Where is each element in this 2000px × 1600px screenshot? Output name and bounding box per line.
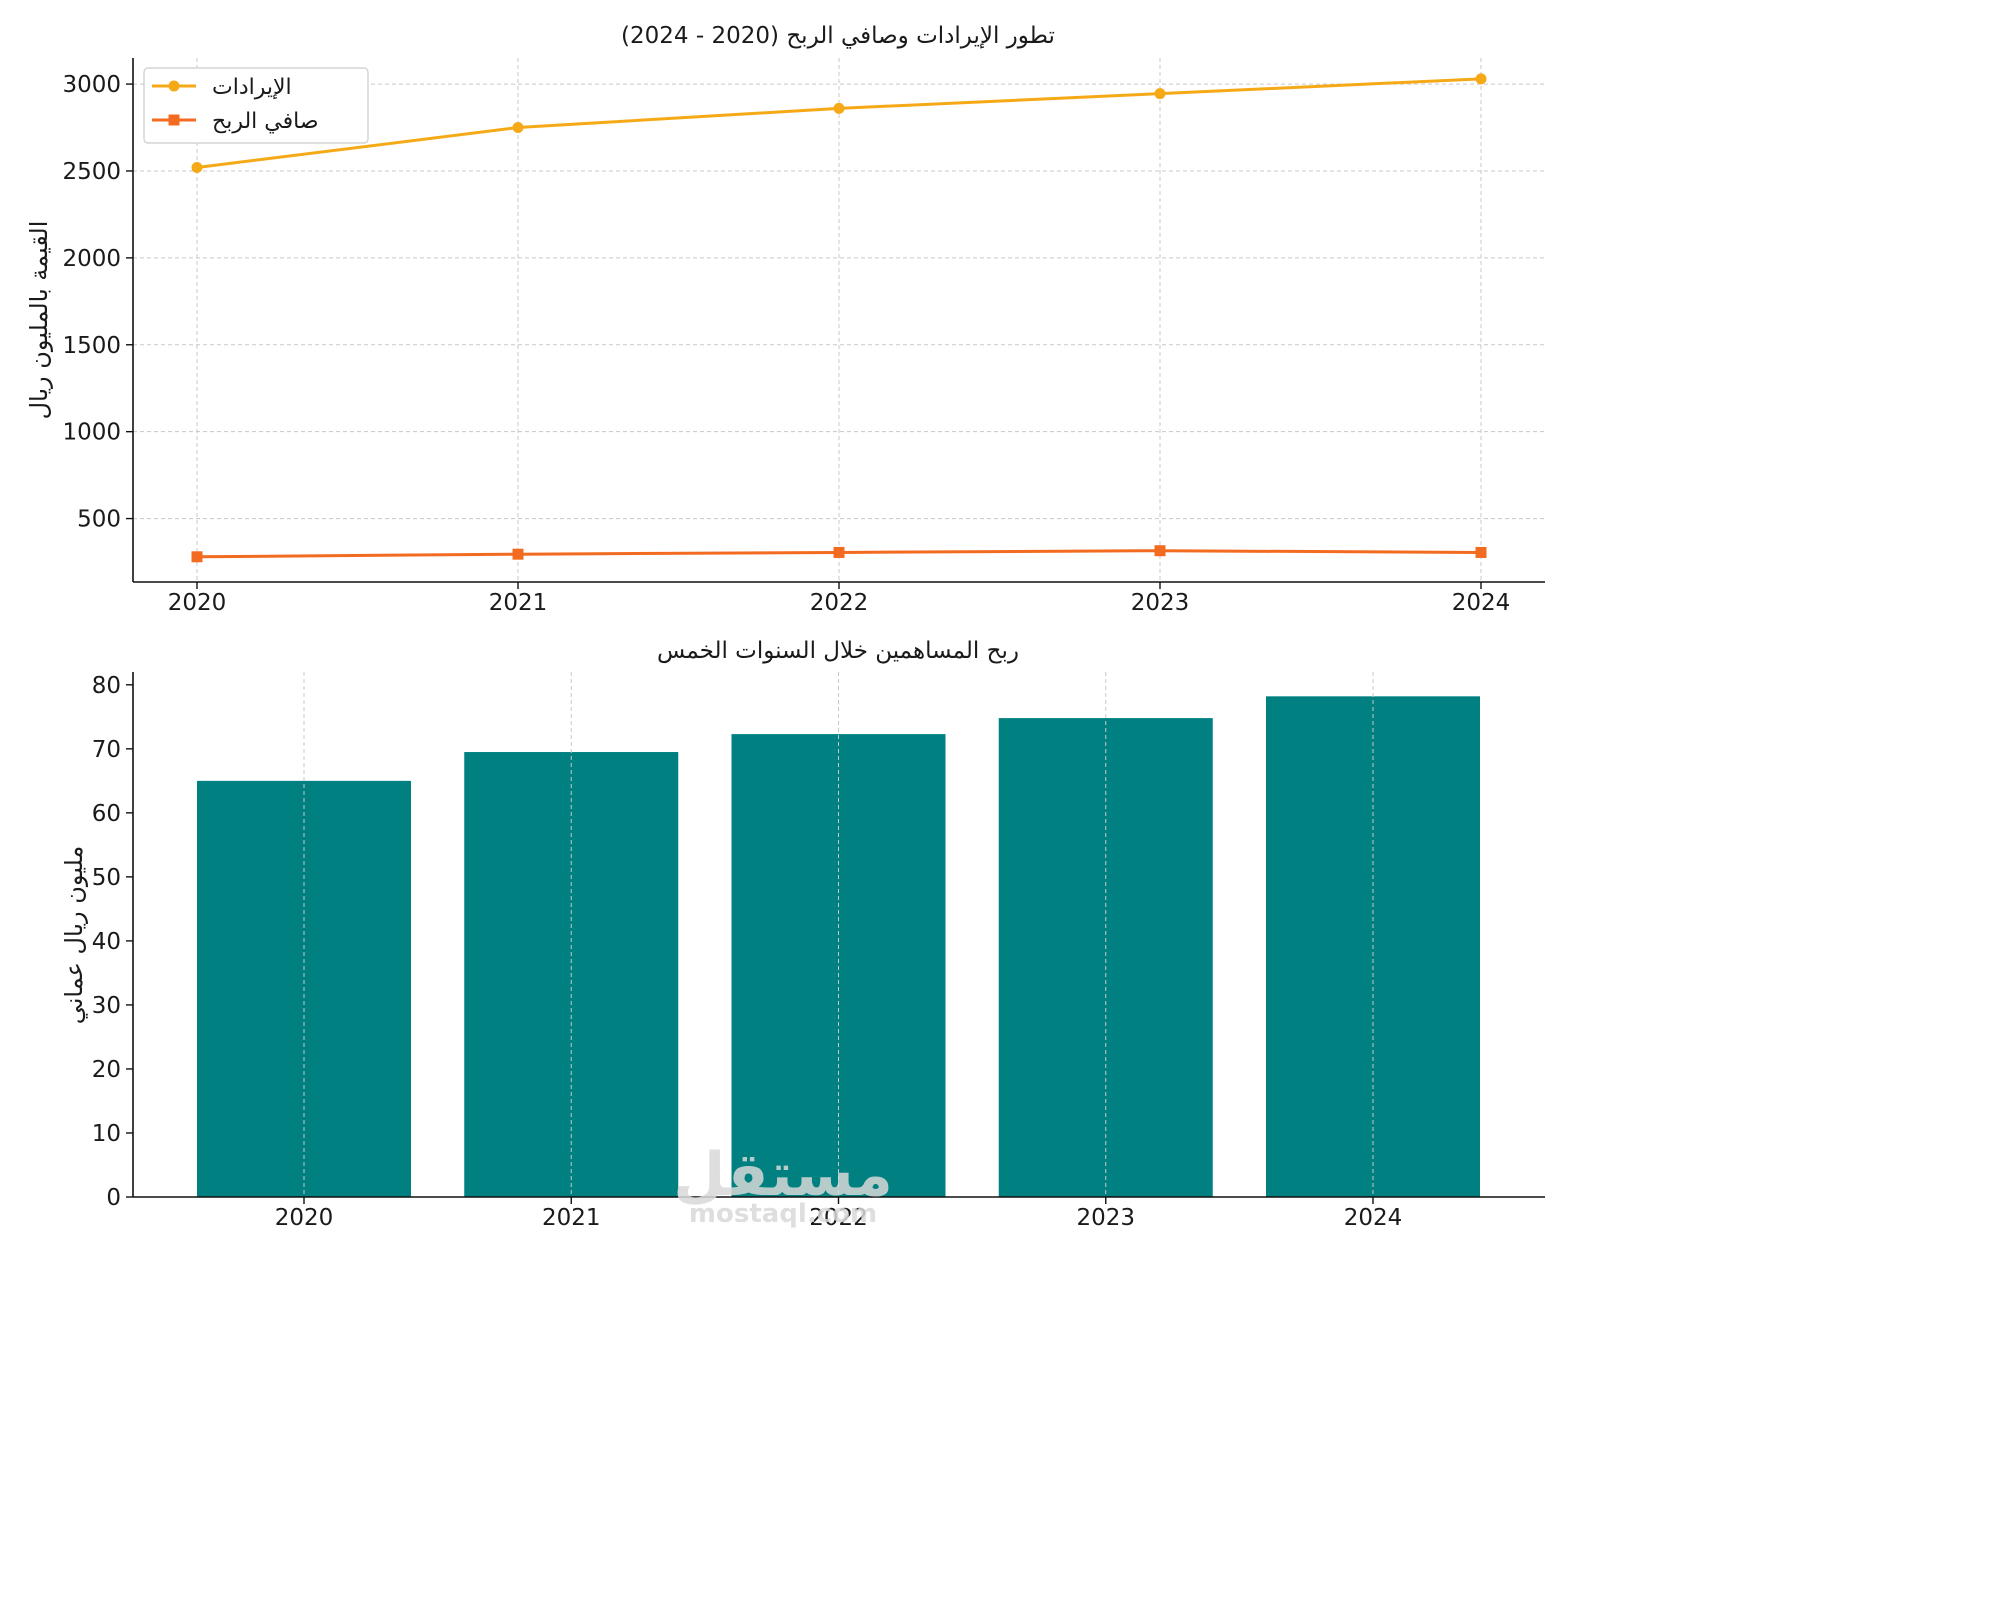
- series-point-0: [191, 161, 203, 173]
- chart2-y-tick-label: 60: [92, 801, 121, 827]
- legend-label-revenue: الإيرادات: [212, 75, 292, 100]
- chart1-x-tick-label: 2022: [810, 590, 869, 616]
- series-point-1: [1154, 545, 1166, 557]
- chart2-y-tick-label: 70: [92, 737, 121, 763]
- chart1-x-tick-label: 2023: [1131, 590, 1190, 616]
- series-point-0: [1475, 73, 1487, 85]
- chart2-x-tick-label: 2022: [809, 1205, 868, 1231]
- chart2-y-tick-label: 10: [92, 1121, 121, 1147]
- chart1-y-tick-label: 1500: [62, 333, 121, 359]
- chart1-y-tick-label: 3000: [62, 72, 121, 98]
- watermark-url-text: mostaql.com: [689, 1199, 877, 1229]
- watermark-logo: مستقل mostaql.com: [673, 1140, 892, 1229]
- chart1-x-tick-label: 2024: [1452, 590, 1511, 616]
- chart1-x-ticks: 2020 2021 2022 2023 2024: [168, 582, 1511, 616]
- chart2-x-ticks: 2020 2021 2022 2023 2024: [275, 1197, 1403, 1231]
- chart2-y-tick-label: 20: [92, 1057, 121, 1083]
- revenue-profit-line-chart: تطور الإيرادات وصافي الربح (2020 - 2024)…: [25, 23, 1545, 616]
- chart1-series: [191, 73, 1487, 563]
- chart1-y-tick-label: 1000: [62, 420, 121, 446]
- bar: [731, 734, 946, 1197]
- chart1-y-tick-label: 2500: [62, 159, 121, 185]
- chart2-x-tick-label: 2023: [1076, 1205, 1135, 1231]
- series-point-0: [512, 122, 524, 134]
- series-point-1: [191, 551, 203, 563]
- figure: تطور الإيرادات وصافي الربح (2020 - 2024)…: [25, 23, 1545, 1231]
- chart2-y-tick-label: 0: [106, 1185, 121, 1211]
- legend-box: [143, 67, 369, 144]
- chart2-y-tick-label: 40: [92, 929, 121, 955]
- legend-marker-net-profit: [168, 114, 180, 126]
- chart1-x-tick-label: 2021: [489, 590, 548, 616]
- chart2-grid: [303, 672, 1374, 1197]
- chart1-title: تطور الإيرادات وصافي الربح (2020 - 2024): [621, 23, 1055, 49]
- shareholder-profit-bar-chart: ربح المساهمين خلال السنوات الخمس 2020 202…: [60, 638, 1545, 1231]
- legend-marker-revenue: [168, 80, 180, 92]
- chart2-y-ticks: 0 10 20 30 40 50 60 70 80: [92, 673, 133, 1211]
- chart1-x-tick-label: 2020: [168, 590, 227, 616]
- chart1-y-axis-label: القيمة بالمليون ريال: [25, 221, 53, 420]
- chart2-x-tick-label: 2020: [275, 1205, 334, 1231]
- series-point-0: [1154, 88, 1166, 100]
- series-point-1: [1475, 546, 1487, 558]
- chart1-y-ticks: 500 1000 1500 2000 2500 3000: [62, 72, 133, 533]
- chart2-y-tick-label: 50: [92, 865, 121, 891]
- chart1-grid: [133, 58, 1545, 582]
- chart1-y-tick-label: 500: [77, 507, 121, 533]
- series-point-1: [512, 548, 524, 560]
- bar: [998, 718, 1213, 1197]
- legend-label-net-profit: صافي الربح: [212, 109, 319, 134]
- chart1-legend: الإيرادات صافي الربح: [143, 67, 369, 144]
- series-point-1: [833, 546, 845, 558]
- chart1-y-tick-label: 2000: [62, 246, 121, 272]
- chart2-x-tick-label: 2021: [542, 1205, 601, 1231]
- chart2-y-tick-label: 30: [92, 993, 121, 1019]
- watermark-logo-text: مستقل: [673, 1140, 892, 1210]
- series-point-0: [833, 102, 845, 114]
- chart2-title: ربح المساهمين خلال السنوات الخمس: [657, 638, 1019, 664]
- chart2-x-tick-label: 2024: [1344, 1205, 1403, 1231]
- chart2-y-axis-label: مليون ريال عماني: [60, 846, 88, 1025]
- chart2-y-tick-label: 80: [92, 673, 121, 699]
